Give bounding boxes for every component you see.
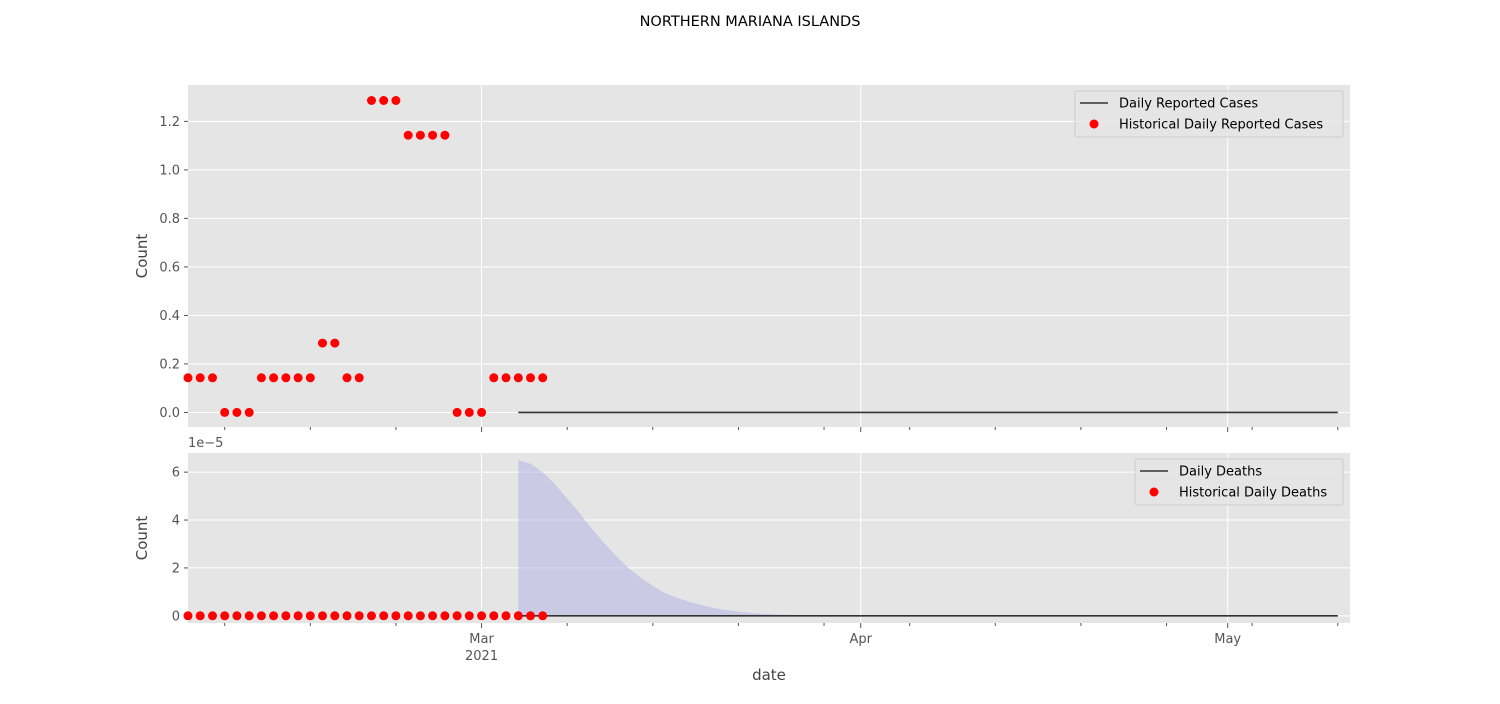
x-axis-label: date: [752, 666, 786, 684]
cases-y-tick-label: 1.2: [159, 115, 180, 130]
cases-historical-point: [367, 96, 376, 105]
cases-historical-point: [501, 373, 511, 383]
cases-y-tick-label: 0.2: [159, 357, 180, 372]
cases-historical-point: [293, 373, 303, 383]
deaths-historical-point: [256, 611, 266, 621]
cases-historical-point: [489, 373, 499, 383]
deaths-historical-point: [538, 611, 548, 621]
cases-historical-point: [195, 373, 205, 383]
cases-historical-point: [513, 373, 523, 383]
deaths-legend-point-marker: [1149, 487, 1159, 497]
x-tick-label: May: [1214, 632, 1241, 647]
cases-historical-point: [220, 407, 230, 417]
deaths-historical-point: [367, 611, 376, 621]
x-tick-sublabel: 2021: [465, 649, 498, 664]
deaths-y-axis-label: Count: [133, 516, 151, 561]
cases-historical-point: [183, 373, 193, 383]
cases-historical-point: [428, 130, 438, 140]
cases-historical-point: [305, 373, 315, 383]
deaths-historical-point: [305, 611, 315, 621]
deaths-historical-point: [244, 611, 254, 621]
cases-legend-point-marker: [1089, 119, 1099, 129]
deaths-historical-point: [354, 611, 364, 621]
cases-historical-point: [244, 407, 254, 417]
deaths-legend-label: Daily Deaths: [1179, 465, 1262, 480]
deaths-historical-point: [489, 611, 499, 621]
deaths-historical-point: [208, 611, 217, 621]
cases-legend-label: Daily Reported Cases: [1119, 97, 1258, 112]
deaths-y-tick-label: 4: [172, 514, 180, 529]
cases-historical-point: [342, 373, 352, 383]
cases-historical-point: [526, 373, 535, 383]
deaths-y-tick-label: 0: [172, 609, 180, 624]
cases-historical-point: [464, 407, 474, 417]
deaths-legend-box: [1134, 458, 1344, 506]
cases-historical-point: [415, 130, 425, 140]
deaths-historical-point: [318, 611, 327, 621]
deaths-legend-label: Historical Daily Deaths: [1179, 486, 1327, 501]
deaths-panel: 0 2 4 6 Count 1e−5 Daily Deaths Historical Dail…: [133, 436, 1350, 628]
cases-historical-point: [391, 96, 401, 105]
deaths-y-tick-label: 2: [172, 561, 180, 576]
deaths-historical-point: [232, 611, 242, 621]
deaths-historical-point: [415, 611, 425, 621]
deaths-historical-point: [513, 611, 523, 621]
cases-historical-point: [281, 373, 291, 383]
cases-y-axis-label: Count: [133, 234, 151, 279]
deaths-historical-point: [391, 611, 401, 621]
cases-historical-point: [330, 338, 340, 348]
cases-historical-point: [379, 96, 389, 105]
deaths-historical-point: [526, 611, 535, 621]
deaths-historical-point: [220, 611, 230, 621]
cases-panel: 0.0 0.2 0.4 0.6 0.8 1.0 1.2 Count Daily Reported…: [133, 85, 1350, 432]
deaths-historical-point: [379, 611, 389, 621]
deaths-uncertainty-band: [518, 460, 861, 616]
cases-historical-point: [256, 373, 266, 383]
deaths-historical-point: [183, 611, 193, 621]
deaths-historical-point: [452, 611, 462, 621]
deaths-historical-point: [195, 611, 205, 621]
deaths-historical-point: [281, 611, 291, 621]
deaths-historical-point: [501, 611, 511, 621]
cases-historical-point: [354, 373, 364, 383]
deaths-historical-point: [464, 611, 474, 621]
cases-historical-point: [440, 130, 450, 140]
cases-historical-point: [232, 407, 242, 417]
cases-historical-point: [538, 373, 548, 383]
cases-historical-point: [477, 407, 487, 417]
cases-legend-label: Historical Daily Reported Cases: [1119, 118, 1323, 133]
deaths-y-offset-label: 1e−5: [188, 436, 223, 451]
cases-historical-point: [318, 338, 327, 348]
deaths-historical-point: [440, 611, 450, 621]
deaths-historical-point: [428, 611, 438, 621]
cases-y-tick-label: 0.8: [159, 212, 180, 227]
cases-y-tick-label: 0.4: [159, 309, 180, 324]
figure-title: NORTHERN MARIANA ISLANDS: [640, 14, 861, 30]
cases-historical-point: [208, 373, 217, 383]
x-tick-label: Mar: [469, 632, 494, 647]
deaths-historical-point: [330, 611, 340, 621]
deaths-historical-point: [293, 611, 303, 621]
deaths-historical-point: [269, 611, 279, 621]
cases-y-tick-label: 1.0: [159, 163, 180, 178]
x-tick-label: Apr: [849, 632, 872, 647]
cases-historical-point: [269, 373, 279, 383]
cases-y-tick-label: 0.0: [159, 406, 180, 421]
cases-legend-box: [1074, 90, 1344, 138]
deaths-historical-point: [342, 611, 352, 621]
deaths-historical-point: [403, 611, 413, 621]
cases-plot-area: [188, 85, 1350, 427]
deaths-historical-point: [477, 611, 487, 621]
cases-y-tick-label: 0.6: [159, 260, 180, 275]
cases-historical-point: [403, 130, 413, 140]
deaths-y-tick-label: 6: [172, 466, 180, 481]
cases-historical-point: [452, 407, 462, 417]
